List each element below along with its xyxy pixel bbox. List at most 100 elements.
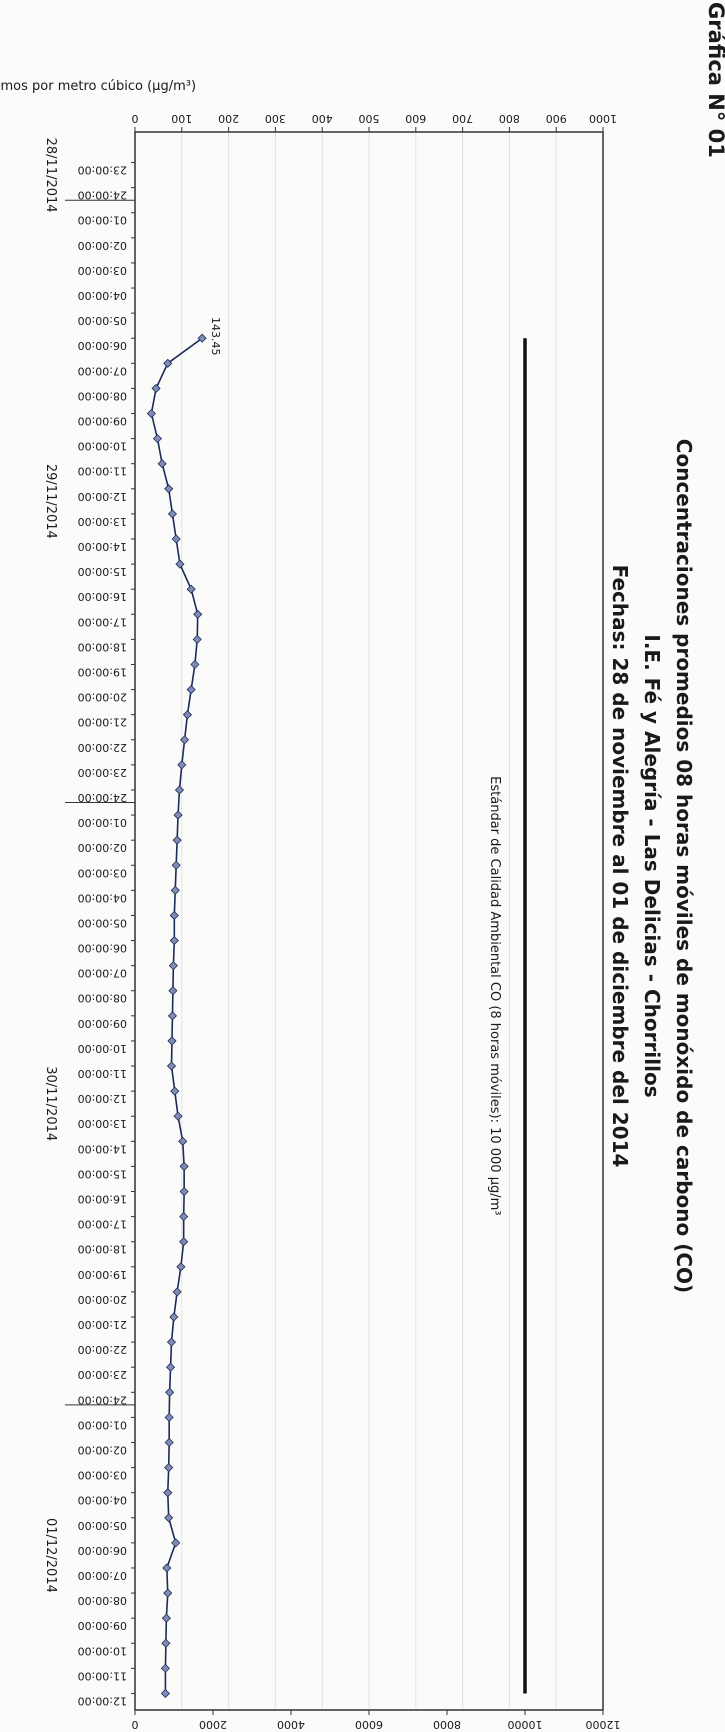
co-data-point bbox=[166, 1337, 177, 1347]
co-data-point bbox=[167, 509, 178, 519]
co-data-point bbox=[164, 1513, 174, 1523]
co-data-point bbox=[192, 634, 202, 644]
chart-subtitle-site: I.E. Fé y Alegría - Las Delicias - Chorr… bbox=[640, 634, 664, 1097]
chart-caption: Gráfica N° 01 bbox=[704, 2, 725, 158]
date-group-label: 30/11/2014 bbox=[43, 1066, 58, 1141]
co-data-point bbox=[146, 408, 156, 419]
x-axis-tick-label: 20:00:00 bbox=[78, 1293, 127, 1306]
x-axis-tick-label: 10:00:00 bbox=[78, 1042, 127, 1055]
x-axis-tick-label: 23:00:00 bbox=[78, 164, 127, 177]
x-axis-tick-label: 14:00:00 bbox=[78, 1142, 127, 1155]
co-data-point bbox=[174, 785, 185, 795]
co-data-point bbox=[167, 1036, 177, 1046]
date-group-label: 01/12/2014 bbox=[43, 1518, 58, 1593]
y-axis-label: Microgramos por metro cúbico (µg/m³) bbox=[0, 79, 196, 94]
x-axis-tick-label: 21:00:00 bbox=[78, 716, 127, 729]
x-axis-tick-label: 08:00:00 bbox=[78, 389, 127, 402]
co-data-point bbox=[164, 1463, 174, 1473]
x-axis-tick-label: 16:00:00 bbox=[78, 1193, 127, 1206]
co-data-point bbox=[161, 1638, 171, 1648]
x-axis-tick-label: 13:00:00 bbox=[78, 1117, 127, 1130]
x-axis-tick-label: 17:00:00 bbox=[78, 615, 127, 628]
co-data-point bbox=[182, 710, 192, 720]
x-axis-tick-label: 02:00:00 bbox=[78, 841, 127, 854]
co-data-point bbox=[172, 1287, 182, 1297]
x-axis-tick-label: 06:00:00 bbox=[78, 339, 127, 352]
left-axis-tick-label: 600 bbox=[405, 112, 426, 125]
co-data-point bbox=[173, 810, 183, 820]
co-data-point bbox=[186, 685, 196, 695]
co-data-point bbox=[168, 961, 178, 971]
co-data-point bbox=[169, 910, 179, 921]
x-axis-tick-label: 15:00:00 bbox=[78, 565, 127, 578]
x-axis-tick-label: 14:00:00 bbox=[78, 540, 127, 553]
left-axis-tick-label: 400 bbox=[312, 112, 333, 125]
plot-area: 0 100 200 300 400 500 600 700 800 900 10000 2000 400… bbox=[43, 112, 621, 1731]
x-axis-tick-label: 02:00:00 bbox=[78, 1443, 127, 1456]
date-group-label: 29/11/2014 bbox=[43, 464, 58, 539]
left-axis-tick-label: 900 bbox=[546, 112, 567, 125]
x-axis-tick-label: 03:00:00 bbox=[78, 1469, 127, 1482]
co-data-point bbox=[163, 358, 173, 368]
x-axis-tick-label: 15:00:00 bbox=[78, 1167, 127, 1180]
x-axis-tick-label: 06:00:00 bbox=[78, 942, 127, 955]
x-axis-tick-label: 20:00:00 bbox=[78, 691, 127, 704]
x-axis-tick-label: 06:00:00 bbox=[78, 1544, 127, 1557]
x-axis-tick-label: 22:00:00 bbox=[78, 741, 127, 754]
date-group-label: 28/11/2014 bbox=[43, 138, 58, 213]
chart-subtitle-dates: Fechas: 28 de noviembre al 01 de diciemb… bbox=[608, 565, 632, 1168]
co-data-point bbox=[163, 1588, 173, 1598]
x-axis-tick-label: 04:00:00 bbox=[78, 289, 127, 302]
data-label: 143.45 bbox=[209, 317, 222, 356]
right-axis-tick-label: 0 bbox=[132, 1718, 139, 1731]
left-axis-tick-label: 1000 bbox=[589, 112, 617, 125]
right-axis-tick-label: 2000 bbox=[199, 1718, 227, 1731]
co-data-point bbox=[152, 434, 163, 444]
x-axis-tick-label: 01:00:00 bbox=[78, 816, 127, 829]
co-data-point bbox=[170, 1086, 180, 1096]
standard-label: Estándar de Calidad Ambiental CO (8 hora… bbox=[487, 776, 502, 1215]
co-data-point bbox=[172, 835, 182, 845]
co-data-point bbox=[179, 1212, 189, 1222]
x-axis-tick-label: 09:00:00 bbox=[78, 1619, 127, 1632]
x-axis-tick-label: 18:00:00 bbox=[78, 1243, 127, 1256]
left-axis-tick-label: 800 bbox=[499, 112, 520, 125]
co-data-point bbox=[169, 1312, 179, 1322]
left-axis-tick-label: 200 bbox=[218, 112, 239, 125]
co-data-point bbox=[166, 1362, 176, 1372]
x-axis-tick-label: 19:00:00 bbox=[78, 665, 127, 678]
x-axis-tick-label: 07:00:00 bbox=[78, 967, 127, 980]
co-data-point bbox=[163, 1488, 173, 1498]
x-axis-tick-label: 11:00:00 bbox=[78, 1067, 127, 1080]
right-axis-tick-label: 8000 bbox=[433, 1718, 461, 1731]
co-data-point bbox=[164, 1437, 174, 1448]
co-data-point bbox=[168, 986, 178, 996]
co-data-point bbox=[160, 1663, 170, 1673]
co-data-point bbox=[197, 333, 207, 343]
left-axis-tick-label: 100 bbox=[171, 112, 192, 125]
x-axis-tick-label: 24:00:00 bbox=[78, 1393, 127, 1406]
x-axis-tick-label: 07:00:00 bbox=[78, 1569, 127, 1582]
x-axis-tick-label: 19:00:00 bbox=[78, 1268, 127, 1281]
right-axis-tick-label: 4000 bbox=[277, 1718, 305, 1731]
co-data-point bbox=[165, 1387, 175, 1397]
x-axis-tick-label: 13:00:00 bbox=[78, 515, 127, 528]
x-axis-tick-label: 12:00:00 bbox=[78, 1694, 127, 1707]
x-axis-tick-label: 04:00:00 bbox=[78, 891, 127, 904]
co-data-point bbox=[161, 1613, 171, 1623]
x-axis-tick-label: 09:00:00 bbox=[78, 1017, 127, 1030]
x-axis-tick-label: 05:00:00 bbox=[78, 1519, 127, 1532]
x-axis-tick-label: 10:00:00 bbox=[78, 1644, 127, 1657]
co-data-point bbox=[164, 484, 174, 494]
co-data-point bbox=[171, 534, 181, 544]
co-data-point bbox=[186, 584, 196, 594]
x-axis-tick-label: 05:00:00 bbox=[78, 314, 127, 327]
co-data-point bbox=[179, 1186, 189, 1197]
x-axis-tick-label: 22:00:00 bbox=[78, 1343, 127, 1356]
co-data-point bbox=[175, 559, 185, 569]
x-axis-tick-label: 07:00:00 bbox=[78, 364, 127, 377]
x-axis-tick-label: 03:00:00 bbox=[78, 866, 127, 879]
